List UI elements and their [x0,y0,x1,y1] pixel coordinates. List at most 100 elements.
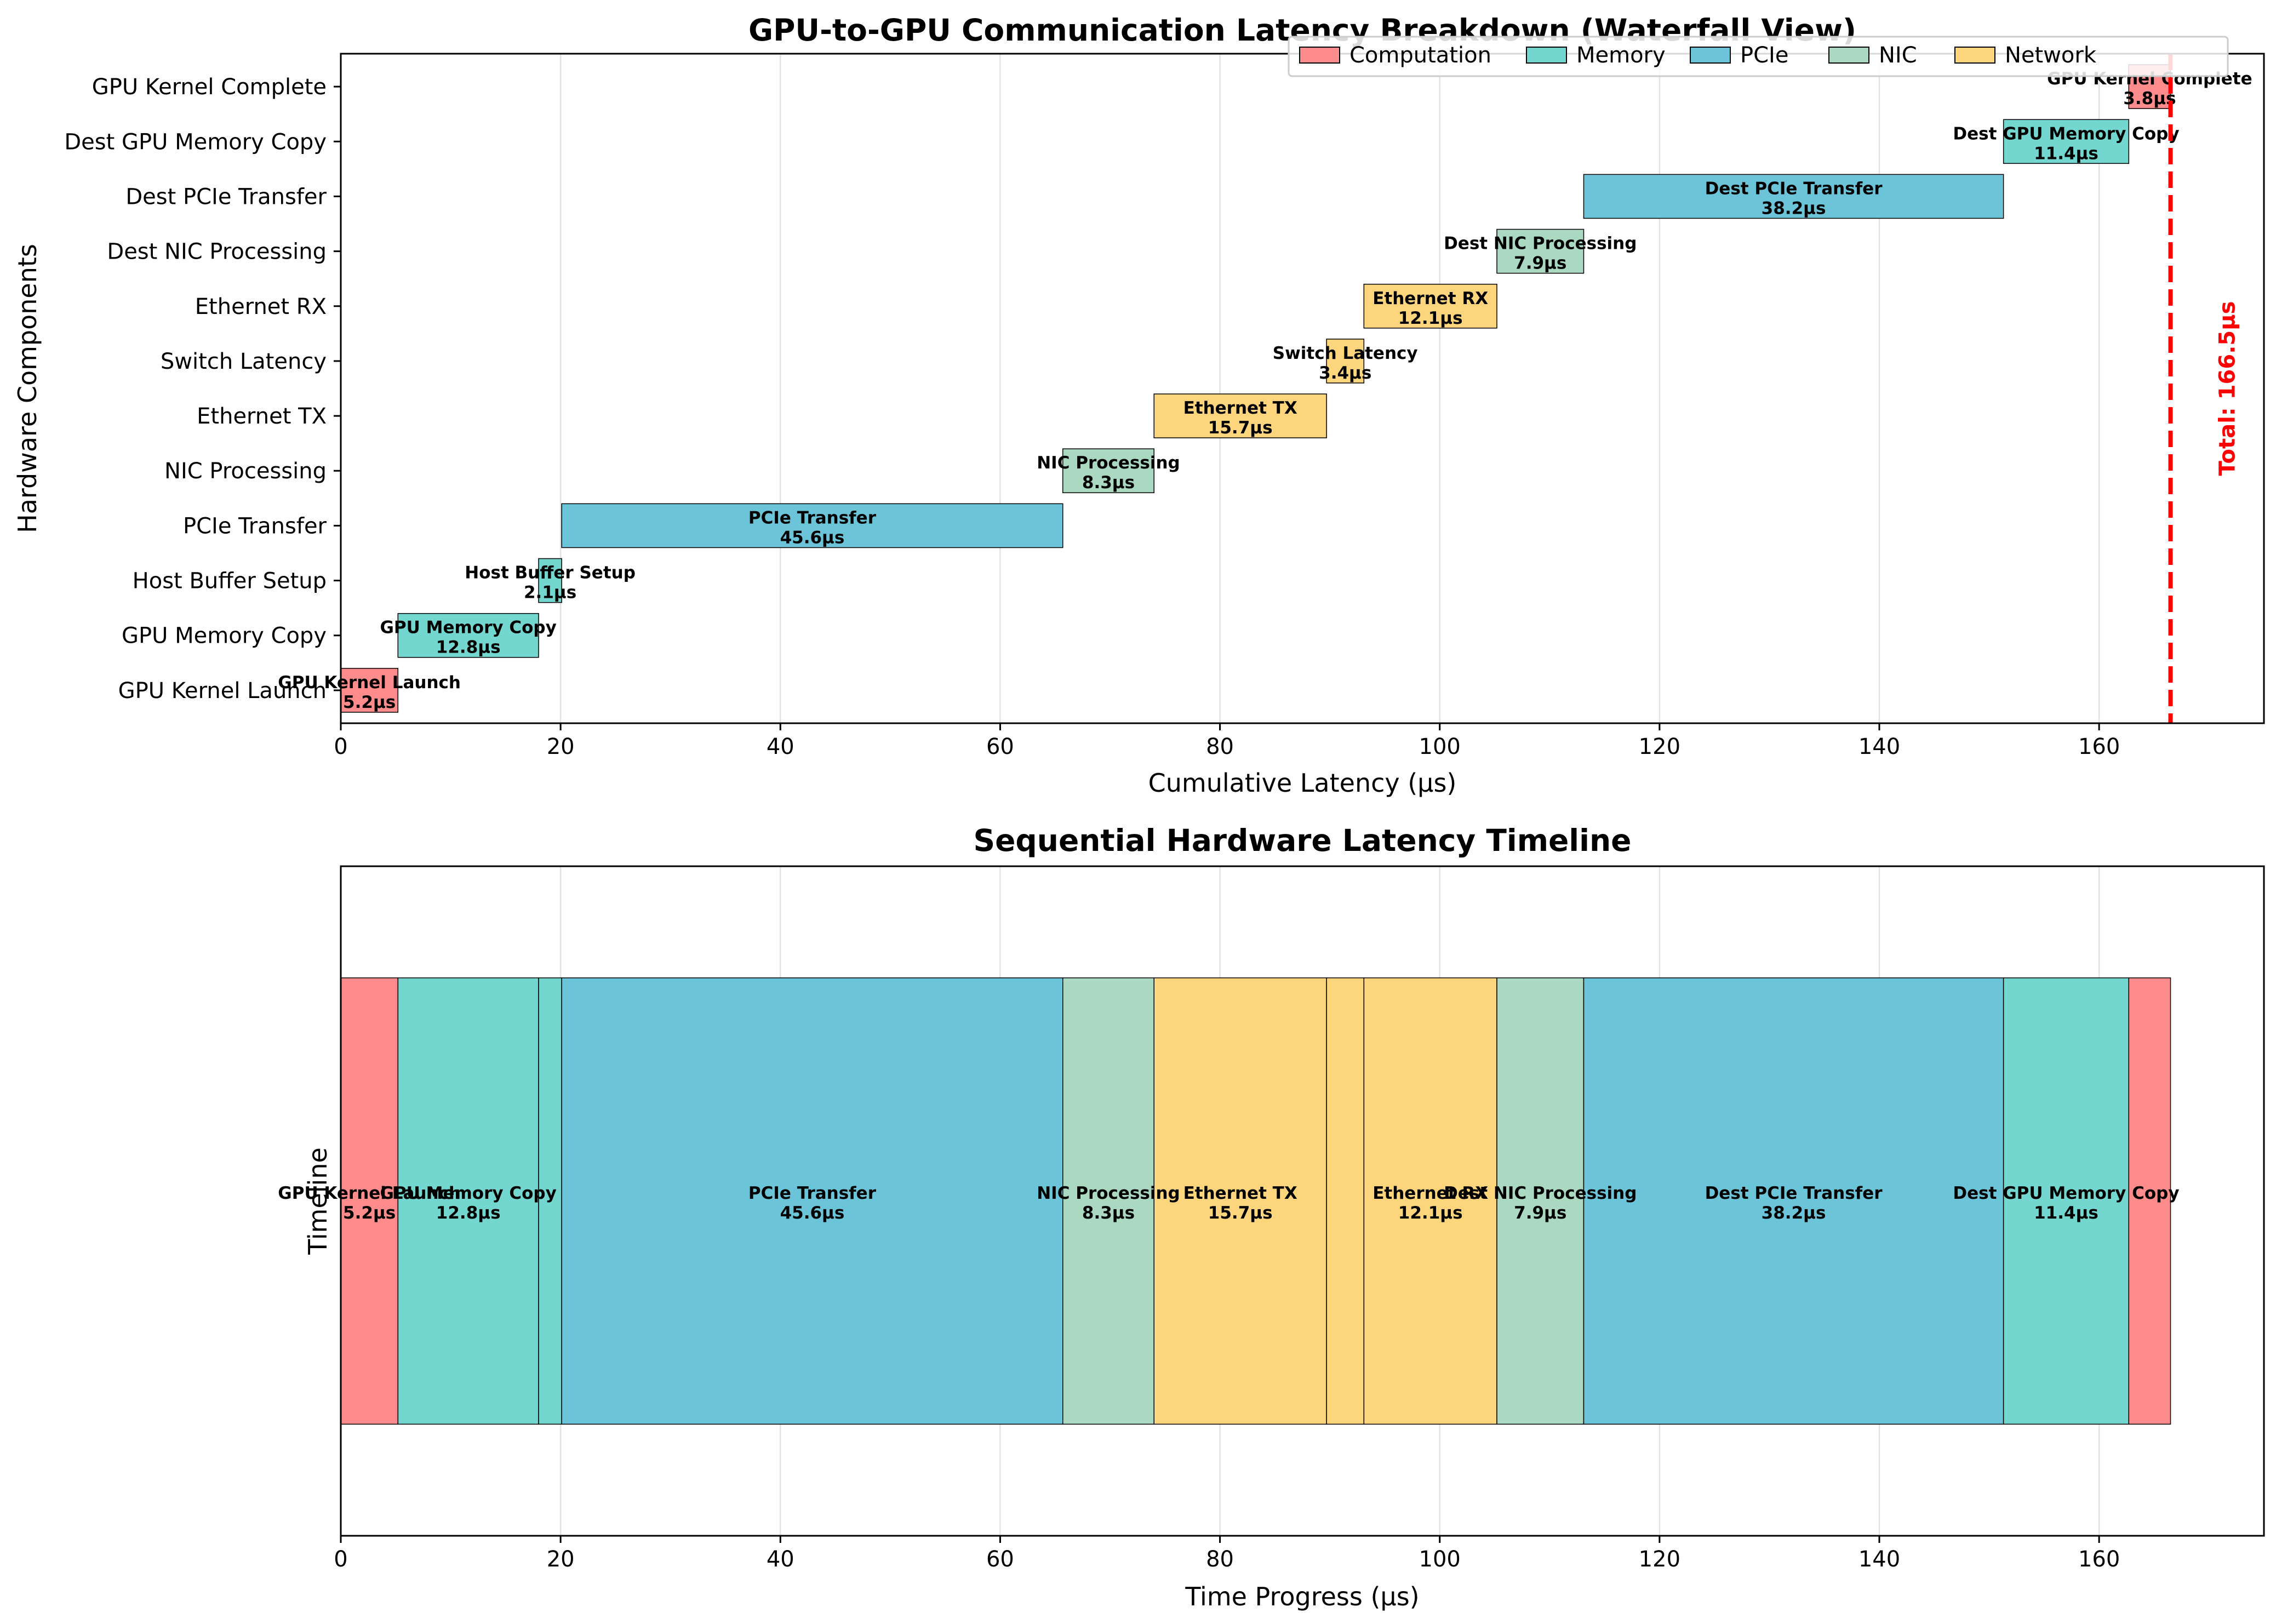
waterfall-bar-gpu-memory-copy [397,613,539,658]
legend-swatch-nic [1828,47,1869,64]
waterfall-x-tick-label: 40 [767,734,794,759]
timeline-x-tick-label: 40 [767,1547,794,1572]
timeline-bar-name-label: Dest NIC Processing [1444,1183,1637,1203]
timeline-x-tick-label: 160 [2078,1547,2120,1572]
waterfall-x-tick-label: 160 [2078,734,2120,759]
waterfall-bar-value-label: 15.7μs [1208,418,1273,438]
timeline-bar-name-label: GPU Memory Copy [380,1183,556,1203]
timeline-bar-dest-gpu-memory-copy [2003,977,2130,1425]
legend-swatch-memory [1526,47,1567,64]
waterfall-bar-value-label: 12.1μs [1398,308,1463,328]
waterfall-bar-name-label: NIC Processing [1037,453,1180,473]
timeline-bar-ethernet-rx [1363,977,1497,1425]
waterfall-bar-switch-latency [1326,339,1365,384]
waterfall-x-tick-label: 20 [547,734,575,759]
legend-label-nic: NIC [1879,43,1917,68]
legend-swatch-computation [1299,47,1340,64]
legend-label-network: Network [2005,43,2097,68]
timeline-bar-host-buffer-setup [538,977,562,1425]
timeline-bar-value-label: 45.6μs [780,1203,845,1223]
legend-label-computation: Computation [1349,43,1491,68]
waterfall-bar-name-label: Host Buffer Setup [465,563,636,583]
waterfall-y-tick-label: Dest NIC Processing [107,239,327,265]
legend-swatch-pcie [1690,47,1731,64]
waterfall-y-ticks: GPU Kernel Launch GPU Memory Copy Host Buf… [64,75,341,704]
timeline-x-tick-label: 80 [1206,1547,1234,1572]
waterfall-bar-value-label: 7.9μs [1514,254,1566,273]
timeline-bar-value-label: 5.2μs [343,1203,396,1223]
waterfall-bar-dest-nic-processing [1496,228,1585,274]
waterfall-x-tick-label: 0 [334,734,347,759]
waterfall-y-tick-label: Ethernet TX [197,404,327,429]
timeline-y-axis-label: Timeline [303,1147,333,1255]
timeline-x-tick-label: 120 [1639,1547,1680,1572]
waterfall-y-tick-label: Dest GPU Memory Copy [64,129,327,155]
timeline-bar-name-label: Dest PCIe Transfer [1705,1183,1883,1203]
waterfall-bars [340,64,2171,713]
timeline-bar-name-label: PCIe Transfer [748,1183,877,1203]
waterfall-x-tick-label: 140 [1858,734,1900,759]
waterfall-y-tick-label: NIC Processing [164,459,327,484]
timeline-bar-name-label: GPU Kernel Launch [278,1183,461,1203]
legend-items: Computation Memory PCIe NIC Network [1299,43,2097,68]
waterfall-bar-value-label: 8.3μs [1082,473,1135,493]
timeline-bar-value-label: 15.7μs [1208,1203,1273,1223]
waterfall-bar-nic-processing [1062,448,1154,494]
waterfall-bar-name-label: Switch Latency [1273,344,1418,363]
waterfall-bar-name-label: Dest PCIe Transfer [1705,179,1883,198]
timeline-bar-name-label: Ethernet TX [1183,1183,1297,1203]
waterfall-y-tick-label: PCIe Transfer [183,513,327,539]
waterfall-bar-value-label: 3.4μs [1319,363,1371,383]
timeline-bar-name-label: Dest GPU Memory Copy [1953,1183,2179,1203]
waterfall-y-tick-label: Ethernet RX [195,294,327,319]
timeline-title: Sequential Hardware Latency Timeline [974,823,1632,858]
waterfall-y-axis-label: Hardware Components [13,244,42,533]
waterfall-y-tick-label: GPU Memory Copy [122,624,327,649]
timeline-bar-gpu-kernel-complete [2128,977,2171,1425]
timeline-x-tick-label: 20 [547,1547,575,1572]
timeline-bar-pcie-transfer [561,977,1063,1425]
waterfall-bar-dest-pcie-transfer [1583,174,2004,219]
waterfall-x-tick-label: 60 [986,734,1014,759]
waterfall-y-tick-label: Dest PCIe Transfer [125,184,327,209]
waterfall-bar-host-buffer-setup [538,558,562,603]
timeline-x-tick-label: 100 [1419,1547,1461,1572]
timeline-bar-name-label: NIC Processing [1037,1183,1180,1203]
waterfall-bar-ethernet-rx [1363,283,1497,329]
timeline-bar-switch-latency [1326,977,1365,1425]
waterfall-bar-value-label: 3.8μs [2123,89,2176,108]
timeline-bar-dest-pcie-transfer [1583,977,2004,1425]
waterfall-y-tick-label: Switch Latency [161,349,327,374]
timeline-x-axis-label: Time Progress (μs) [1185,1582,1419,1611]
waterfall-bar-name-label: GPU Memory Copy [380,618,556,638]
waterfall-bar-name-label: GPU Kernel Launch [278,673,461,693]
timeline-bar-gpu-memory-copy [397,977,539,1425]
legend: Computation Memory PCIe NIC Network [1288,36,2229,77]
timeline-bar-nic-processing [1062,977,1154,1425]
waterfall-bar-dest-gpu-memory-copy [2003,119,2130,164]
waterfall-bar-name-label: Dest GPU Memory Copy [1953,124,2179,144]
waterfall-y-tick-label: GPU Kernel Launch [118,678,327,704]
legend-swatch-network [1954,47,1995,64]
waterfall-bar-value-label: 2.1μs [524,583,576,603]
waterfall-bar-name-label: Ethernet TX [1183,398,1297,418]
waterfall-x-axis-label: Cumulative Latency (μs) [1148,768,1457,798]
timeline-x-tick-label: 60 [986,1547,1014,1572]
waterfall-bar-name-label: PCIe Transfer [748,508,877,528]
legend-label-memory: Memory [1576,43,1666,68]
timeline-bar-value-label: 8.3μs [1082,1203,1135,1223]
waterfall-bar-value-label: 45.6μs [780,528,845,547]
timeline-bar-value-label: 38.2μs [1762,1203,1826,1223]
waterfall-bar-name-label: Dest NIC Processing [1444,234,1637,254]
timeline-bar-value-label: 11.4μs [2034,1203,2098,1223]
waterfall-bar-value-label: 5.2μs [343,693,396,712]
waterfall-y-tick-label: GPU Kernel Complete [92,75,327,100]
timeline-bars [340,977,2171,1425]
waterfall-x-tick-label: 80 [1206,734,1234,759]
waterfall-x-ticks: 0 20 40 60 80 100 120 140 160 [334,723,2120,759]
